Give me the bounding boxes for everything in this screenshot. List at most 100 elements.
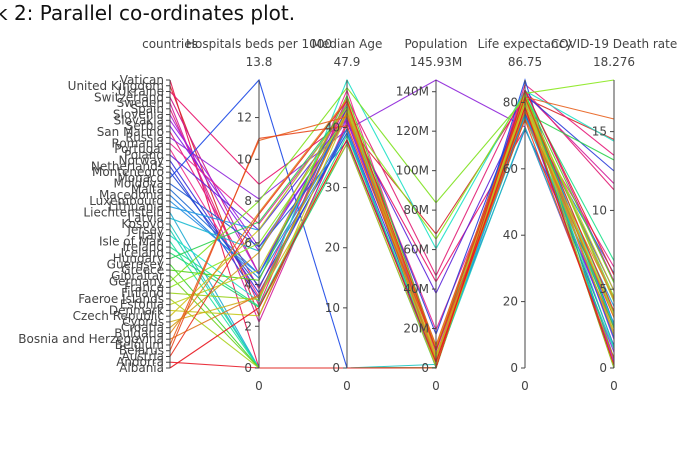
category-label: Spain: [130, 102, 164, 116]
category-label: France: [124, 280, 164, 294]
series-line-denmark: [169, 97, 615, 359]
category-label: Finland: [121, 286, 164, 300]
category-label: Moldova: [114, 177, 164, 191]
category-label: Portugal: [114, 142, 164, 156]
category-label: Austria: [122, 349, 164, 363]
axis-min-life: 0: [521, 379, 529, 393]
axis-death[interactable]: COVID-19 Death rate 18.276 00 5 10 15: [551, 37, 678, 393]
category-label: Denmark: [109, 303, 164, 317]
tick-label: 60: [503, 162, 518, 176]
category-label: Sweden: [117, 96, 164, 110]
tick-label: 6: [244, 236, 252, 250]
axis-max-pop: 145.93M: [410, 55, 462, 69]
tick-label: 0: [510, 361, 518, 375]
series-line-albania: [169, 105, 615, 369]
category-label: San Marino: [97, 125, 164, 139]
category-label: Poland: [124, 148, 164, 162]
axis-title-life: Life expectancy: [478, 37, 573, 51]
series-line-italy: [169, 78, 615, 303]
category-label: Russia: [125, 131, 164, 145]
series-line-ukraine: [169, 91, 615, 328]
category-label: Andorra: [116, 355, 164, 369]
axis-min-age: 0: [343, 379, 351, 393]
category-label: Netherlands: [91, 159, 164, 173]
tick-label: 15: [592, 125, 607, 139]
category-label: Romania: [112, 136, 164, 150]
category-label: Belgium: [115, 338, 164, 352]
category-label: Macedonia: [99, 188, 164, 202]
axis-max-age: 47.9: [334, 55, 361, 69]
tick-label: 20M: [403, 322, 429, 336]
tick-label: 4: [244, 278, 252, 292]
category-label: Lithuania: [108, 200, 164, 214]
axis-min-death: 0: [610, 379, 618, 393]
category-label: Montenegro: [92, 165, 164, 179]
category-label: Slovenia: [113, 108, 164, 122]
category-label: Faeroe Islands: [78, 292, 164, 306]
tick-label: 5: [599, 282, 607, 296]
category-label: Norway: [118, 154, 164, 168]
category-label: Liechtenstein: [83, 205, 164, 219]
category-label: Slovakia: [114, 113, 164, 127]
axis-max-beds: 13.8: [246, 55, 273, 69]
axis-beds[interactable]: Hospitals beds per 1000 13.8 00 2 4 6 8 10 12: [186, 37, 332, 393]
tick-label: 20: [503, 295, 518, 309]
series-line-andorra: [169, 88, 615, 369]
series-line-ireland: [169, 93, 615, 360]
series-lines: [169, 78, 615, 370]
category-label: Kosovo: [121, 217, 164, 231]
tick-label: 40: [325, 120, 340, 134]
tick-label: 0: [421, 361, 429, 375]
axis-pop[interactable]: Population 145.93M 00 20M 40M 60M 80M 100M 120M 1…: [396, 37, 468, 393]
category-label: Ukraine: [118, 85, 164, 99]
category-label: United Kingdom: [68, 79, 164, 93]
tick-label: 40: [503, 228, 518, 242]
axis-max-life: 86.75: [508, 55, 542, 69]
tick-label: 60M: [403, 243, 429, 257]
series-line-greece: [169, 93, 615, 350]
tick-label: 100M: [396, 164, 429, 178]
axis-title-death: COVID-19 Death rate: [551, 37, 678, 51]
category-label: Serbia: [126, 119, 164, 133]
tick-label: 80M: [403, 203, 429, 217]
tick-label: 20: [325, 241, 340, 255]
category-label: Jersey: [126, 223, 164, 237]
category-label: Switzerland: [94, 90, 164, 104]
category-label: Italy: [138, 229, 164, 243]
axis-title-age: Median Age: [312, 37, 383, 51]
tick-label: 2: [244, 319, 252, 333]
category-label: Estonia: [120, 298, 164, 312]
tick-label: 80: [503, 95, 518, 109]
category-label: Luxembourg: [89, 194, 164, 208]
tick-label: 40M: [403, 282, 429, 296]
tick-label: 120M: [396, 124, 429, 138]
category-label: Czech Republic: [73, 309, 164, 323]
axis-title-beds: Hospitals beds per 1000: [186, 37, 332, 51]
axis-title-pop: Population: [404, 37, 467, 51]
axis-age[interactable]: Median Age 47.9 00 10 20 30 40: [312, 37, 383, 393]
category-label: Iceland: [121, 246, 164, 260]
category-label: Greece: [121, 263, 164, 277]
series-line-belarus: [169, 118, 615, 359]
category-label: Ireland: [122, 240, 164, 254]
category-label: Isle of Man: [99, 234, 164, 248]
tick-label: 30: [325, 181, 340, 195]
axis-min-pop: 0: [432, 379, 440, 393]
category-label: Vatican: [120, 73, 164, 87]
tick-label: 8: [244, 194, 252, 208]
category-label: Bosnia and Herzegovina: [18, 332, 164, 346]
series-line-cyprus: [169, 97, 615, 368]
category-label: Guernsey: [107, 257, 164, 271]
tick-label: 140M: [396, 85, 429, 99]
tick-label: 0: [332, 361, 340, 375]
axis-life[interactable]: Life expectancy 86.75 00 20 40 60 80: [478, 37, 573, 393]
category-label: Monaco: [117, 171, 164, 185]
series-line-austria: [169, 95, 615, 357]
tick-label: 12: [237, 111, 252, 125]
axis-max-death: 18.276: [593, 55, 635, 69]
tick-label: 0: [244, 361, 252, 375]
category-label: Malta: [131, 182, 164, 196]
